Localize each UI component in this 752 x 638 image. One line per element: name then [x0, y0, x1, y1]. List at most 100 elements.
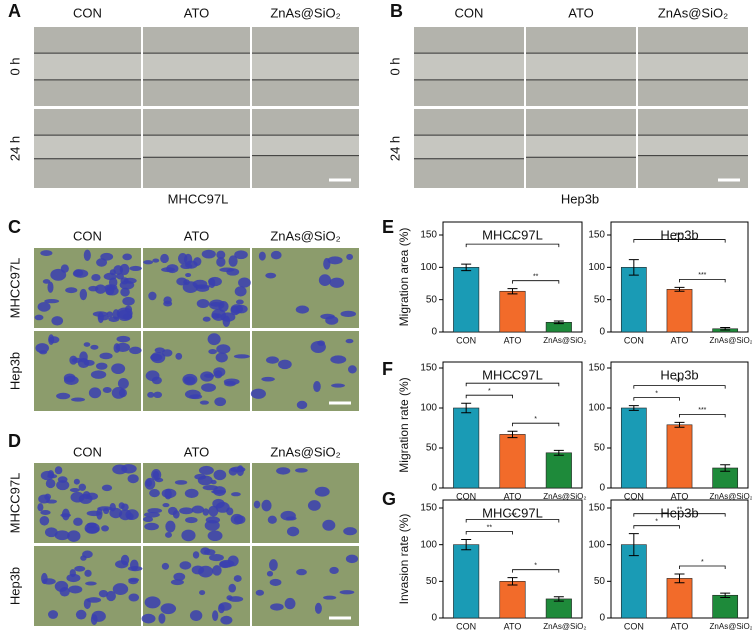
- cell: [56, 392, 71, 400]
- cell: [83, 359, 95, 366]
- bar: [499, 434, 526, 489]
- cell: [322, 519, 336, 531]
- cell: [144, 511, 160, 518]
- cell: [270, 250, 282, 260]
- x-tick-label: CON: [624, 621, 644, 631]
- cell: [250, 388, 266, 399]
- cell: [323, 595, 337, 600]
- chart-title: MHCC97L: [482, 227, 543, 242]
- column-header: ZnAs@SiO₂: [270, 5, 340, 20]
- x-tick-label: ATO: [671, 335, 689, 345]
- cell: [270, 603, 284, 611]
- cell: [120, 277, 129, 285]
- cell: [143, 516, 154, 522]
- significance-bracket: [465, 394, 513, 399]
- significance-label: *: [534, 416, 537, 423]
- cell: [129, 265, 142, 271]
- significance-bracket: [465, 382, 560, 387]
- column-header: CON: [73, 5, 102, 20]
- cell: [160, 253, 169, 264]
- column-header: CON: [73, 444, 102, 459]
- cell: [230, 305, 240, 316]
- y-tick-label: 50: [426, 576, 438, 587]
- cell: [120, 287, 130, 297]
- cell: [228, 583, 237, 593]
- cell: [226, 595, 233, 601]
- cell: [163, 296, 172, 305]
- cell: [129, 559, 139, 571]
- cell: [116, 335, 131, 343]
- x-tick-label: ZnAs@SiO₂: [710, 336, 752, 345]
- significance-label: *: [488, 388, 491, 395]
- error-bar: [507, 288, 518, 295]
- cell: [202, 316, 211, 322]
- cell: [82, 491, 91, 500]
- cell: [40, 509, 51, 515]
- error-bar: [628, 259, 639, 276]
- cell: [212, 565, 222, 576]
- cell: [207, 530, 223, 542]
- x-tick-label: ZnAs@SiO₂: [710, 492, 752, 501]
- micrograph: [252, 546, 359, 626]
- column-header: ZnAs@SiO₂: [270, 228, 340, 243]
- cell: [167, 506, 178, 516]
- cell: [345, 554, 359, 564]
- cell: [296, 568, 307, 576]
- x-tick-label: ZnAs@SiO₂: [543, 336, 586, 345]
- y-tick-label: 0: [431, 613, 437, 624]
- significance-label: ***: [508, 237, 516, 244]
- cell: [192, 551, 200, 559]
- cell: [150, 353, 163, 362]
- cell: [106, 590, 116, 602]
- cell: [39, 350, 48, 355]
- cell: [115, 342, 131, 353]
- significance-bracket: [633, 525, 680, 529]
- cell: [121, 464, 137, 474]
- cell: [261, 499, 272, 512]
- cell: [201, 383, 216, 392]
- y-tick-label: 100: [588, 403, 605, 414]
- cell: [51, 316, 64, 326]
- cell: [108, 316, 120, 322]
- cell: [40, 250, 53, 257]
- significance-label: **: [533, 274, 539, 281]
- cell: [314, 486, 330, 497]
- wound-gap: [34, 53, 141, 80]
- error-bar: [720, 464, 731, 472]
- cell: [296, 400, 308, 410]
- cell: [208, 554, 224, 562]
- cell: [343, 527, 357, 536]
- cell: [96, 508, 103, 520]
- y-tick-label: 150: [420, 363, 437, 374]
- cell: [67, 530, 81, 542]
- cell: [161, 349, 173, 357]
- cell: [96, 258, 108, 267]
- cell: [295, 305, 310, 314]
- cell: [197, 475, 213, 486]
- y-tick-label: 150: [420, 230, 437, 241]
- significance-label: ***: [698, 407, 706, 414]
- y-tick-label: 100: [588, 262, 605, 273]
- y-tick-label: 150: [588, 503, 605, 514]
- bar: [666, 424, 693, 489]
- cell: [118, 502, 125, 510]
- cell: [201, 249, 216, 259]
- cell: [158, 613, 166, 624]
- error-bar: [461, 402, 472, 414]
- cell: [185, 272, 192, 278]
- cell: [78, 483, 87, 491]
- significance-label: *: [534, 563, 537, 570]
- cell: [106, 311, 114, 318]
- cell: [238, 277, 251, 288]
- y-tick-label: 100: [420, 539, 437, 550]
- cell: [323, 258, 331, 270]
- cell: [196, 298, 210, 309]
- cell: [83, 598, 91, 610]
- x-tick-label: CON: [456, 335, 476, 345]
- panel-letter: G: [382, 489, 396, 509]
- bar: [453, 407, 480, 489]
- cell: [189, 610, 203, 621]
- y-tick-label: 150: [420, 503, 437, 514]
- cell: [44, 527, 58, 538]
